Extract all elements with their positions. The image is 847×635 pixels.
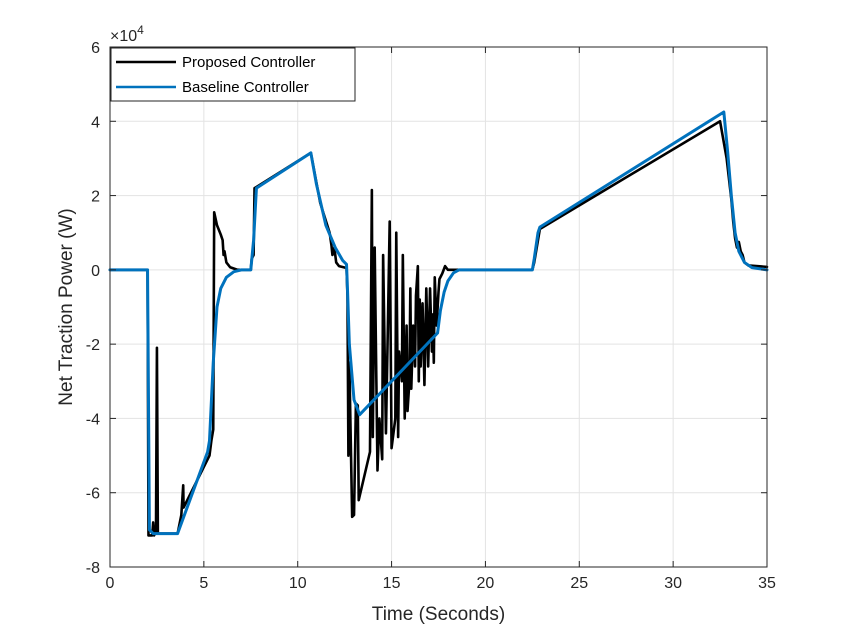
series-line-proposed-controller [108,119,769,537]
y-tick-label: -2 [86,337,100,354]
y-multiplier-label: ×104 [110,23,144,45]
x-tick-label: 15 [383,575,401,592]
y-tick-label: 0 [91,263,100,280]
legend: Proposed Controller Baseline Controller [110,47,356,102]
x-tick-label: 35 [758,575,776,592]
legend-label-proposed: Proposed Controller [182,54,315,71]
y-tick-label: -8 [86,560,100,577]
series-layer [108,110,769,537]
x-tick-label: 0 [106,575,115,592]
y-tick-labels: -8 -6 -4 -2 0 2 4 6 [86,40,100,577]
y-tick-label: 6 [91,40,100,57]
x-tick-label: 25 [570,575,588,592]
legend-box [110,47,356,102]
x-tick-label: 30 [664,575,682,592]
series-line-baseline-controller [108,110,769,536]
x-tick-label: 20 [477,575,495,592]
x-tick-label: 10 [289,575,307,592]
y-tick-label: -6 [86,486,100,503]
x-tick-labels: 0 5 10 15 20 25 30 35 [106,575,776,592]
y-tick-label: -4 [86,411,100,428]
legend-label-baseline: Baseline Controller [182,79,309,96]
axes-box [109,46,768,568]
x-tick-label: 5 [199,575,208,592]
y-tick-label: 4 [91,114,100,131]
y-axis-label: Net Traction Power (W) [56,208,77,405]
y-tick-label: 2 [91,189,100,206]
x-axis-label: Time (Seconds) [372,604,505,625]
